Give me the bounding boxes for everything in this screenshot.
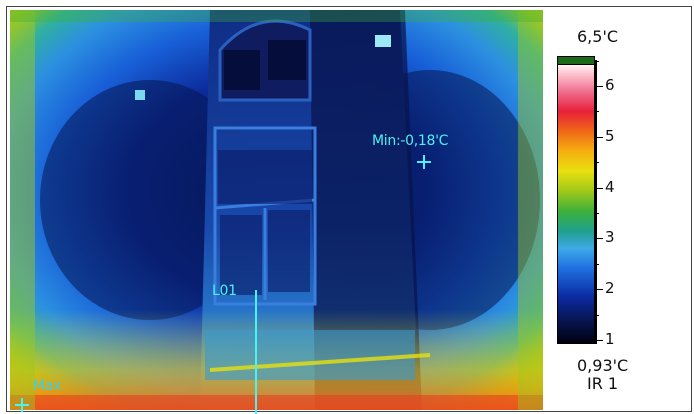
scale-tick-label: 4 bbox=[605, 177, 615, 196]
scale-tick bbox=[595, 238, 603, 240]
scale-tick bbox=[595, 162, 599, 164]
scale-tick bbox=[595, 187, 603, 189]
min-crosshair-icon bbox=[417, 155, 431, 169]
color-scale-top-band bbox=[557, 56, 595, 65]
scale-max-label: 6,5'C bbox=[577, 27, 619, 46]
scale-axis bbox=[595, 60, 597, 344]
thermal-image bbox=[10, 10, 543, 410]
scale-tick-label: 2 bbox=[605, 279, 615, 298]
scale-tick-label: 5 bbox=[605, 126, 615, 145]
max-crosshair-icon bbox=[15, 398, 29, 412]
scale-tick bbox=[595, 289, 603, 291]
scale-tick bbox=[595, 340, 603, 341]
min-temperature-label: Min:-0,18'C bbox=[372, 133, 449, 149]
scale-tick bbox=[595, 314, 599, 316]
scale-tick bbox=[595, 86, 603, 87]
scale-tick bbox=[595, 111, 599, 113]
scale-tick-label: 3 bbox=[605, 228, 615, 247]
scale-mode-label: IR 1 bbox=[587, 374, 619, 393]
scale-tick-label: 1 bbox=[605, 330, 615, 348]
color-scale-bar bbox=[557, 56, 595, 344]
scale-tick bbox=[595, 60, 599, 62]
measurement-line bbox=[255, 290, 257, 414]
scale-min-label: 0,93'C bbox=[577, 356, 629, 375]
scale-tick bbox=[595, 213, 599, 214]
scale-tick-label: 6 bbox=[605, 76, 615, 94]
scale-tick bbox=[595, 136, 603, 138]
scale-tick bbox=[595, 263, 599, 265]
max-temperature-label: Max bbox=[33, 378, 62, 394]
line-label: L01 bbox=[212, 283, 237, 299]
